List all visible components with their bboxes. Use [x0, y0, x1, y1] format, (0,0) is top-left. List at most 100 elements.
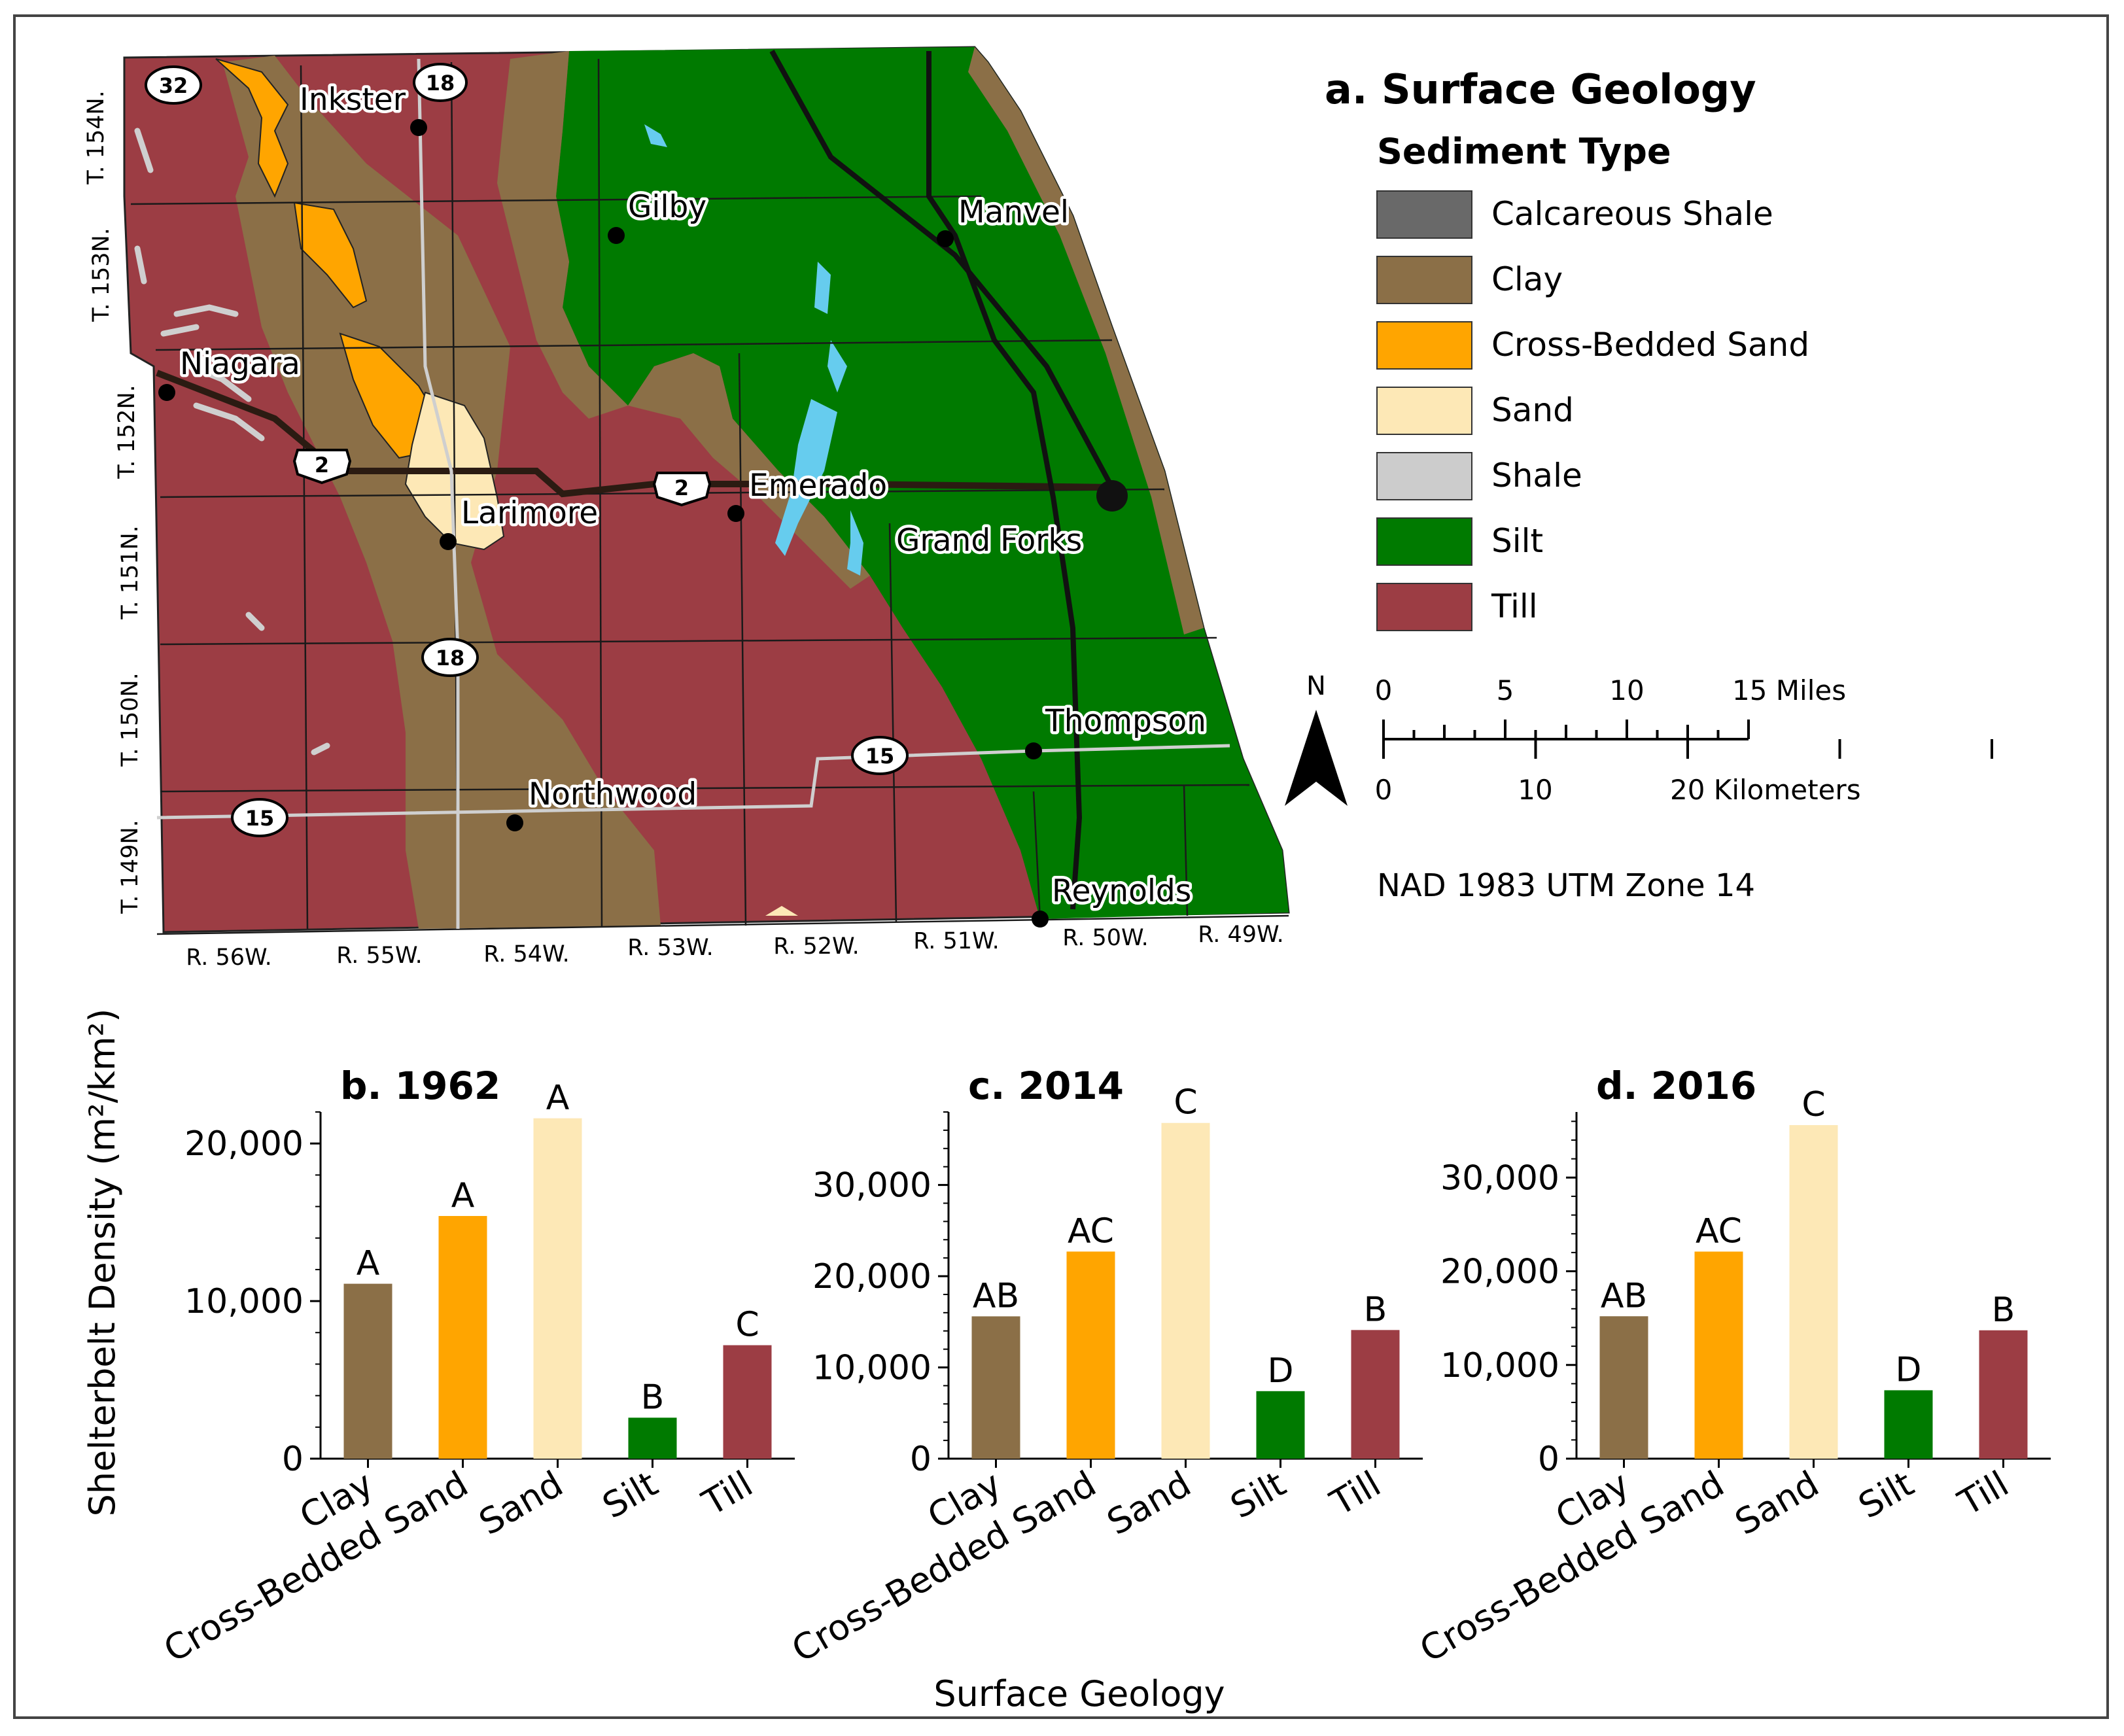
shield-us2-east: 2 — [652, 472, 712, 507]
significance-letter: A — [357, 1244, 380, 1283]
legend-swatch — [1376, 452, 1472, 500]
clay-fringe — [628, 353, 870, 589]
legend-item-silt: Silt — [1376, 517, 1543, 566]
roads — [156, 50, 1230, 929]
township-149: T. 149N. — [117, 820, 143, 914]
legend: a. Surface Geology Sediment Type Calcare… — [1325, 65, 1809, 631]
legend-item-calcareous-shale: Calcareous Shale — [1376, 190, 1773, 239]
cross-bedded-sand-mid — [293, 201, 368, 309]
surface-geology-map: Inkster Gilby Manvel Niagara Emerado Lar… — [83, 46, 1290, 971]
range-52: R. 52W. — [773, 933, 860, 960]
significance-letter: D — [1267, 1351, 1293, 1391]
town-manvel: Manvel — [958, 194, 1069, 230]
town-northwood: Northwood — [529, 776, 697, 812]
scale-mi-15: 15 Miles — [1732, 674, 1846, 706]
legend-swatch — [1376, 583, 1472, 631]
scale-km-10: 10 — [1518, 774, 1552, 806]
bar-clay — [971, 1316, 1020, 1459]
x-tick-label: Silt — [1223, 1463, 1293, 1527]
scale-bar: 0 5 10 15 Miles 0 10 20 Kilometers — [1375, 674, 1993, 806]
y-tick-label: 20,000 — [812, 1257, 931, 1296]
significance-letter: A — [451, 1176, 475, 1215]
legend-item-till: Till — [1376, 583, 1538, 631]
shield-18-south: 18 — [421, 638, 479, 677]
y-tick-label: 0 — [1538, 1440, 1559, 1479]
township-150: T. 150N. — [117, 672, 143, 767]
legend-label: Clay — [1491, 260, 1563, 298]
township-151: T. 151N. — [117, 525, 143, 620]
legend-label: Shale — [1491, 457, 1582, 495]
svg-text:15: 15 — [865, 744, 895, 769]
x-tick-label: Till — [1951, 1463, 2015, 1524]
figure-frame — [13, 14, 2109, 1719]
y-tick-label: 30,000 — [1440, 1158, 1559, 1198]
legend-swatch — [1376, 256, 1472, 304]
significance-letter: AB — [973, 1276, 1019, 1315]
range-51: R. 51W. — [913, 928, 1000, 954]
legend-swatch — [1376, 190, 1472, 239]
bar-silt — [1256, 1391, 1305, 1459]
bar-cross-bedded-sand — [1066, 1251, 1115, 1459]
town-thompson: Thompson — [1045, 703, 1206, 739]
scale-mi-0: 0 — [1375, 674, 1393, 706]
significance-letter: AC — [1696, 1211, 1742, 1251]
township-grid — [130, 58, 1289, 935]
x-tick-label: Sand — [1728, 1463, 1826, 1543]
town-grand-forks: Grand Forks — [896, 523, 1082, 559]
grand-forks-marker — [1096, 480, 1128, 512]
y-tick-label: 20,000 — [1440, 1253, 1559, 1292]
range-53: R. 53W. — [627, 935, 714, 961]
legend-item-shale: Shale — [1376, 452, 1582, 500]
legend-label: Cross-Bedded Sand — [1491, 326, 1809, 364]
significance-letter: B — [1992, 1291, 2015, 1330]
clay-north — [497, 51, 628, 419]
chart-title: c. 2014 — [968, 1064, 1124, 1108]
significance-letter: B — [641, 1378, 665, 1417]
legend-swatch — [1376, 517, 1472, 566]
cross-bedded-sand-north — [215, 58, 289, 198]
bar-till — [1351, 1330, 1400, 1459]
y-tick-label: 0 — [282, 1440, 304, 1479]
y-tick-label: 10,000 — [184, 1282, 304, 1321]
legend-swatch — [1376, 321, 1472, 370]
clay-east-strip — [968, 47, 1204, 634]
town-larimore: Larimore — [461, 495, 598, 531]
svg-text:18: 18 — [426, 71, 455, 95]
township-154: T. 154N. — [83, 90, 109, 185]
north-arrow: N — [1285, 671, 1348, 806]
x-tick-label: Sand — [1100, 1463, 1198, 1543]
legend-label: Calcareous Shale — [1491, 195, 1773, 233]
legend-label: Till — [1491, 587, 1538, 625]
range-50: R. 50W. — [1062, 925, 1149, 951]
bar-sand — [1161, 1122, 1210, 1459]
bar-till — [723, 1345, 772, 1459]
legend-item-clay: Clay — [1376, 256, 1563, 304]
y-tick-label: 10,000 — [1440, 1346, 1559, 1385]
chart-title: b. 1962 — [340, 1064, 500, 1108]
scale-mi-5: 5 — [1497, 674, 1514, 706]
shield-32: 32 — [145, 65, 202, 105]
svg-text:N: N — [1306, 671, 1326, 701]
x-axis-label: Surface Geology — [933, 1673, 1225, 1714]
significance-letter: C — [1174, 1083, 1197, 1122]
svg-text:2: 2 — [315, 453, 329, 477]
bar-cross-bedded-sand — [438, 1216, 487, 1459]
significance-letter: AC — [1068, 1211, 1114, 1251]
town-dots — [158, 119, 1049, 928]
x-tick-label: Silt — [595, 1463, 665, 1527]
town-reynolds: Reynolds — [1052, 873, 1191, 909]
x-tick-label: Till — [695, 1463, 759, 1524]
shield-18-north: 18 — [413, 63, 468, 102]
significance-letter: D — [1895, 1350, 1921, 1389]
range-55: R. 55W. — [336, 943, 423, 969]
bar-cross-bedded-sand — [1694, 1251, 1743, 1459]
range-56: R. 56W. — [186, 945, 272, 971]
y-tick-label: 30,000 — [812, 1166, 931, 1206]
legend-swatch — [1376, 387, 1472, 435]
y-tick-label: 0 — [910, 1440, 931, 1479]
bar-sand — [1789, 1125, 1838, 1459]
legend-item-sand: Sand — [1376, 387, 1574, 435]
